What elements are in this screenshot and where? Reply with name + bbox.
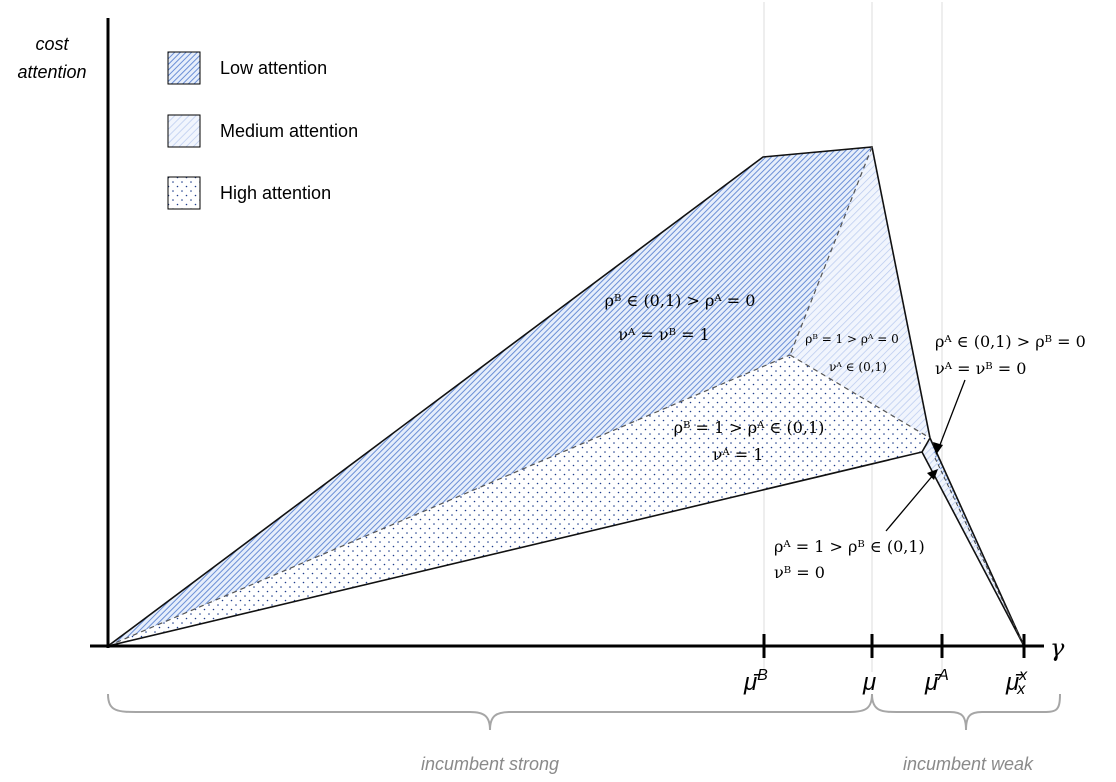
kink-segment <box>921 437 931 453</box>
tick-label-mu-bar-x: μ̄x x <box>1005 667 1028 698</box>
legend-label-high: High attention <box>220 183 331 203</box>
boundary-low-high <box>107 354 791 647</box>
high-region-label-line1: ρᴮ = 1 > ρᴬ ∈ (0,1) <box>674 418 825 437</box>
brace-incumbent-weak <box>871 693 1061 731</box>
legend: Low attention Medium attention High atte… <box>167 51 358 210</box>
tick-label-mu-bar-b: μ̄B <box>743 667 768 696</box>
callout-lower-line2: νᴮ = 0 <box>774 563 825 582</box>
boundary-low-medium <box>789 146 873 356</box>
legend-swatch-high <box>167 176 201 210</box>
y-axis-label-line2: attention <box>17 62 86 82</box>
high-region-label-line2: νᴬ = 1 <box>713 445 764 464</box>
legend-swatch-medium <box>167 114 201 148</box>
callout-lower-line1: ρᴬ = 1 > ρᴮ ∈ (0,1) <box>774 537 925 556</box>
low-region-label-line1: ρᴮ ∈ (0,1) > ρᴬ = 0 <box>605 291 756 310</box>
callout-upper-line2: νᴬ = νᴮ = 0 <box>935 359 1026 378</box>
medium-region-label-line1: ρᴮ = 1 > ρᴬ = 0 <box>805 332 898 346</box>
medium-region-label-line2: νᴬ ∈ (0,1) <box>829 360 887 374</box>
legend-swatch-low <box>167 51 201 85</box>
low-region-label-line2: νᴬ = νᴮ = 1 <box>618 325 709 344</box>
x-axis-label: γ <box>1050 634 1065 662</box>
legend-label-low: Low attention <box>220 58 327 78</box>
low-attention-region <box>108 147 872 646</box>
brace-incumbent-strong <box>107 693 873 731</box>
y-axis-label-line1: cost <box>35 34 69 54</box>
weak-incumbent-region-light <box>922 438 1024 646</box>
medium-attention-region <box>790 147 930 438</box>
high-attention-region <box>108 355 930 646</box>
callout-upper-arrowhead <box>933 442 943 455</box>
callout-lower-arrow <box>885 473 935 532</box>
boundary-medium-high <box>789 354 931 439</box>
callout-upper-arrow <box>937 379 966 451</box>
tick-label-mu-bar-a: μ̄A <box>924 667 949 696</box>
brace-label-incumbent-strong: incumbent strong <box>421 754 559 774</box>
callout-upper-line1: ρᴬ ∈ (0,1) > ρᴮ = 0 <box>935 332 1086 351</box>
callout-lower-arrowhead <box>927 469 938 480</box>
brace-label-incumbent-weak: incumbent weak <box>903 754 1034 774</box>
tick-label-mu: μ <box>862 669 876 696</box>
legend-label-medium: Medium attention <box>220 121 358 141</box>
